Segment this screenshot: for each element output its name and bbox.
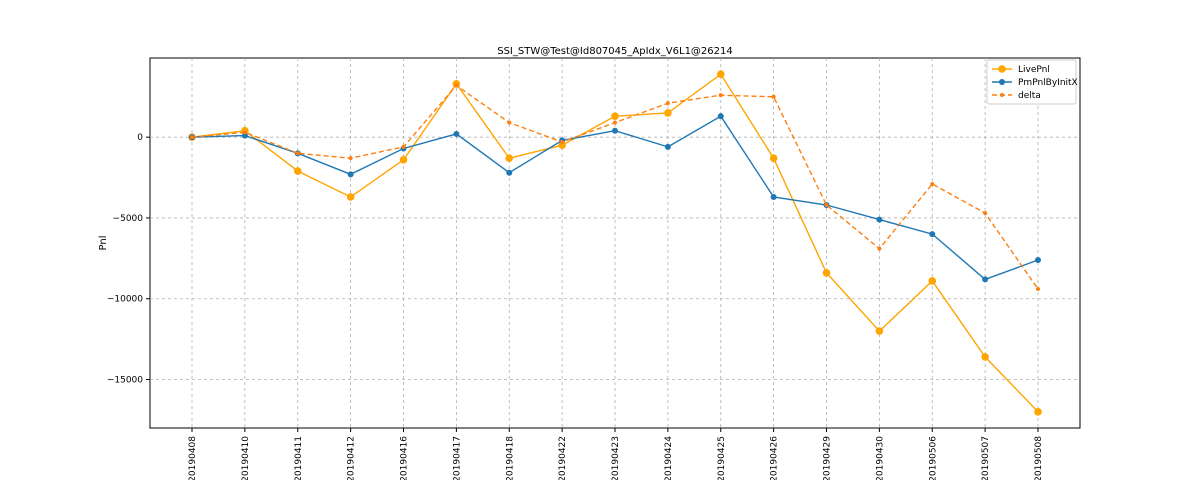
legend-label: delta <box>1018 91 1041 101</box>
data-point-delta <box>507 120 512 125</box>
x-tick-label: 20190425 <box>717 436 727 480</box>
y-tick-label: −10000 <box>107 295 143 305</box>
data-point-delta <box>718 93 723 98</box>
legend-marker-pmpnlbyinitx <box>999 79 1005 85</box>
data-point-livepnl <box>399 155 408 164</box>
data-point-livepnl <box>981 353 989 361</box>
data-point-pmpnlbyinitx <box>982 276 989 283</box>
y-tick-label: −5000 <box>113 214 144 224</box>
data-point-delta <box>665 101 670 106</box>
data-point-pmpnlbyinitx <box>717 113 724 120</box>
x-tick-label: 20190423 <box>611 436 621 480</box>
data-point-pmpnlbyinitx <box>453 130 460 137</box>
data-point-delta <box>401 144 406 149</box>
data-point-livepnl <box>505 154 514 162</box>
legend-marker-livepnl <box>998 65 1006 73</box>
x-tick-label: 20190426 <box>770 436 780 480</box>
data-point-delta <box>348 156 353 161</box>
x-tick-label: 20190418 <box>505 436 515 480</box>
x-tick-label: 20190424 <box>664 436 674 480</box>
legend-box <box>986 59 1077 105</box>
x-tick-label: 20190508 <box>1034 436 1044 480</box>
data-point-livepnl <box>293 167 302 175</box>
x-tick-label: 20190408 <box>188 436 198 480</box>
data-point-livepnl <box>822 269 831 277</box>
data-point-livepnl <box>716 70 725 78</box>
data-point-delta <box>1036 287 1040 292</box>
data-point-livepnl <box>928 277 937 285</box>
legend-marker-delta <box>1000 93 1004 97</box>
legend: LivePnl PmPnlByInitX delta <box>986 59 1078 105</box>
y-axis-label: Pnl <box>98 236 109 251</box>
y-axis: 0 −5000 −10000 −15000 <box>107 133 150 386</box>
data-point-livepnl <box>1034 408 1042 416</box>
data-point-pmpnlbyinitx <box>347 171 354 178</box>
data-point-delta <box>295 151 300 156</box>
plot-area <box>149 57 1081 429</box>
data-point-delta <box>190 135 194 140</box>
data-point-delta <box>930 182 935 187</box>
y-tick-label: 0 <box>137 133 143 143</box>
data-point-pmpnlbyinitx <box>506 169 513 176</box>
x-tick-label: 20190506 <box>928 436 938 480</box>
y-tick-label: −15000 <box>107 376 143 386</box>
x-tick-label: 20190430 <box>875 436 885 480</box>
data-point-livepnl <box>611 112 619 120</box>
legend-label: LivePnl <box>1018 65 1050 75</box>
data-point-delta <box>877 246 882 251</box>
data-point-pmpnlbyinitx <box>1035 256 1041 263</box>
data-point-pmpnlbyinitx <box>241 132 248 139</box>
x-tick-label: 20190429 <box>823 436 833 480</box>
data-point-pmpnlbyinitx <box>612 127 618 134</box>
data-point-pmpnlbyinitx <box>770 193 777 200</box>
data-point-livepnl <box>346 193 355 201</box>
data-point-delta <box>613 120 617 125</box>
data-point-delta <box>983 211 988 216</box>
data-point-livepnl <box>769 154 778 162</box>
x-tick-label: 20190416 <box>400 436 410 480</box>
data-point-delta <box>560 140 565 145</box>
data-point-livepnl <box>664 109 672 117</box>
data-point-pmpnlbyinitx <box>664 143 671 150</box>
chart-title: SSI_STW@Test@Id807045_ApIdx_V6L1@26214 <box>497 46 733 57</box>
x-axis: 20190408 20190410 20190411 20190412 20190416… <box>188 428 1044 480</box>
data-point-livepnl <box>558 141 566 150</box>
data-point-delta <box>824 203 829 208</box>
data-point-delta <box>454 83 459 88</box>
series-lines <box>188 70 1042 416</box>
x-tick-label: 20190417 <box>452 436 462 480</box>
gridlines <box>150 58 1080 428</box>
data-point-delta <box>771 94 776 99</box>
data-point-delta <box>242 130 247 135</box>
legend-label: PmPnlByInitX <box>1018 78 1078 88</box>
data-point-pmpnlbyinitx <box>876 216 883 223</box>
x-tick-label: 20190507 <box>981 436 991 480</box>
data-point-pmpnlbyinitx <box>929 231 936 238</box>
x-tick-label: 20190410 <box>241 436 251 480</box>
x-tick-label: 20190422 <box>558 436 568 480</box>
data-point-livepnl <box>875 327 884 335</box>
x-tick-label: 20190412 <box>347 436 357 480</box>
x-tick-label: 20190411 <box>294 436 304 480</box>
